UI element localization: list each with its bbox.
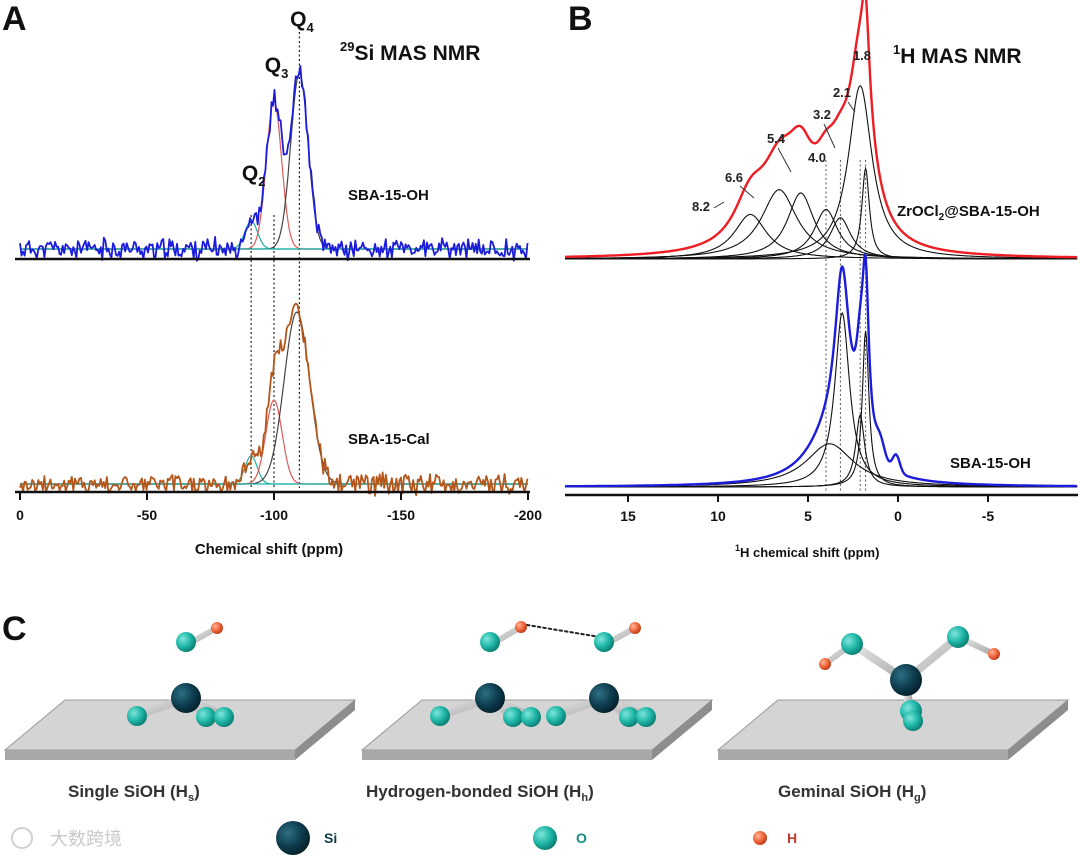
hbonded-sioh-molecules bbox=[430, 621, 656, 727]
chart-a-peak-label-1: Q3 bbox=[265, 54, 289, 81]
watermark-text: 大数跨境 bbox=[50, 829, 122, 850]
chart-a-tick-label-0: 0 bbox=[16, 507, 24, 523]
chart-a-tick-label-4: -200 bbox=[514, 507, 542, 523]
chart-b-peak-leader-5 bbox=[739, 185, 755, 199]
caption-geminal-sub: g bbox=[914, 792, 921, 804]
watermark-logo-icon bbox=[11, 827, 33, 849]
chart-a: 29Si MAS NMR 0 -50 -100 -150 -200 Chemical s… bbox=[15, 8, 542, 558]
chart-a-tick-label-3: -150 bbox=[387, 507, 415, 523]
chart-b-tick-label-2: 5 bbox=[804, 508, 812, 524]
chart-a-reference-lines bbox=[250, 32, 300, 488]
single-sioh-molecule bbox=[127, 622, 234, 727]
legend-h-swatch bbox=[753, 831, 767, 845]
chart-b-xlabel: 1H chemical shift (ppm) bbox=[735, 543, 879, 560]
chart-b-series-0 bbox=[564, 0, 1078, 259]
chart-b-peak-label-6: 8.2 bbox=[692, 199, 710, 214]
watermark: 大数跨境 bbox=[11, 827, 122, 850]
chart-b-peak-label-5: 6.6 bbox=[725, 170, 743, 185]
chart-b-tick-label-4: -5 bbox=[982, 508, 995, 524]
chart-a-ticks: 0 -50 -100 -150 -200 bbox=[16, 492, 542, 523]
chart-b-xlabel-sup: 1 bbox=[735, 543, 740, 553]
chart-a-peak-label-2: Q4 bbox=[290, 8, 314, 35]
chart-b-xlabel-main: H chemical shift (ppm) bbox=[740, 545, 879, 560]
chart-a-component-1-0 bbox=[20, 455, 528, 485]
caption-single-sub: s bbox=[188, 792, 194, 804]
chart-b-series-label-post: @SBA-15-OH bbox=[944, 203, 1039, 220]
chart-b-peak-leader-1 bbox=[847, 101, 856, 113]
chart-b-peak-label-0: 1.8 bbox=[853, 48, 871, 63]
caption-geminal-base: Geminal SiOH (H bbox=[778, 782, 914, 801]
chart-b-series-label-sba15oh: SBA-15-OH bbox=[950, 455, 1031, 472]
atom-legend: Si O H bbox=[276, 821, 797, 855]
surface-slab-single bbox=[3, 699, 357, 760]
chart-a-tick-label-1: -50 bbox=[137, 507, 157, 523]
legend-h-label: H bbox=[787, 830, 797, 846]
caption-hbond-base: Hydrogen-bonded SiOH (H bbox=[366, 782, 581, 801]
panel-letter-c: C bbox=[2, 610, 27, 648]
hydrogen-bond-line bbox=[526, 624, 601, 638]
chart-b-component-0-0 bbox=[565, 213, 1078, 260]
chart-b-title: 1H MAS NMR bbox=[893, 42, 1022, 68]
caption-hbonded-sioh: Hydrogen-bonded SiOH (Hh) bbox=[366, 782, 594, 804]
chart-a-traces bbox=[19, 65, 529, 497]
chart-b-tick-label-1: 10 bbox=[710, 508, 726, 524]
caption-hbond-sub: h bbox=[581, 792, 588, 804]
chart-b-peak-label-2: 3.2 bbox=[813, 107, 831, 122]
chart-b-reference-lines bbox=[825, 160, 867, 492]
caption-single-base: Single SiOH (H bbox=[68, 782, 188, 801]
caption-hbond-end: ) bbox=[588, 782, 594, 801]
chart-b-traces bbox=[564, 0, 1078, 488]
chart-b-fit-components bbox=[565, 85, 1078, 488]
chart-a-series-0 bbox=[19, 65, 529, 262]
geminal-sioh-molecule bbox=[819, 626, 1000, 731]
chart-b-title-main: H MAS NMR bbox=[900, 45, 1021, 68]
chart-b: 1H MAS NMR 15 10 5 0 -5 1H chemical shift (p… bbox=[564, 0, 1078, 560]
legend-o-label: O bbox=[576, 830, 587, 846]
chart-b-series-label-pre: ZrOCl bbox=[897, 203, 939, 220]
chart-b-peak-leader-6 bbox=[713, 201, 725, 209]
chart-b-series-label-sub: 2 bbox=[939, 212, 945, 223]
chart-a-title-main: Si MAS NMR bbox=[354, 42, 480, 65]
panel-letter-a: A bbox=[2, 0, 27, 38]
chart-a-title-sup: 29 bbox=[340, 39, 354, 54]
caption-geminal-end: ) bbox=[921, 782, 927, 801]
structure-panel: Single SiOH (Hs) Hydrogen-bonded SiOH (H… bbox=[3, 621, 1070, 855]
chart-b-peak-label-1: 2.1 bbox=[833, 85, 851, 100]
chart-b-peak-label-3: 4.0 bbox=[808, 150, 826, 165]
chart-b-peak-label-4: 5.4 bbox=[767, 131, 786, 146]
chart-a-title: 29Si MAS NMR bbox=[340, 39, 480, 65]
caption-single-end: ) bbox=[194, 782, 200, 801]
chart-a-series-label-sba15oh: SBA-15-OH bbox=[348, 187, 429, 204]
chart-b-component-1-2 bbox=[565, 413, 1078, 488]
chart-a-series-1 bbox=[19, 302, 529, 497]
chart-b-title-sup: 1 bbox=[893, 42, 900, 57]
chart-b-component-0-5 bbox=[565, 85, 1078, 260]
surface-slab-geminal bbox=[716, 699, 1070, 760]
legend-o-swatch bbox=[533, 826, 557, 850]
chart-a-series-label-sba15cal: SBA-15-Cal bbox=[348, 431, 430, 448]
chart-b-component-1-3 bbox=[565, 330, 1078, 488]
chart-a-peak-label-0: Q2 bbox=[242, 162, 266, 189]
legend-si-swatch bbox=[276, 821, 310, 855]
chart-a-tick-label-2: -100 bbox=[260, 507, 288, 523]
chart-b-peak-leader-2 bbox=[823, 123, 836, 149]
chart-b-peak-leader-4 bbox=[777, 147, 792, 173]
caption-geminal-sioh: Geminal SiOH (Hg) bbox=[778, 782, 926, 804]
chart-b-tick-label-0: 15 bbox=[620, 508, 636, 524]
chart-b-series-label-zrocl2: ZrOCl2@SBA-15-OH bbox=[897, 203, 1040, 223]
chart-b-component-0-6 bbox=[565, 166, 1078, 260]
legend-si-label: Si bbox=[324, 830, 337, 846]
chart-b-ticks: 15 10 5 0 -5 bbox=[620, 495, 994, 524]
panel-letter-b: B bbox=[568, 0, 593, 38]
chart-b-tick-label-3: 0 bbox=[894, 508, 902, 524]
caption-single-sioh: Single SiOH (Hs) bbox=[68, 782, 200, 804]
chart-b-series-1 bbox=[564, 253, 1078, 488]
chart-b-peak-labels: 1.8 2.13.2 4.0 5.4 6.6 8.2 bbox=[692, 48, 871, 214]
chart-a-xlabel: Chemical shift (ppm) bbox=[195, 541, 343, 558]
chart-a-component-0-1 bbox=[20, 99, 528, 250]
chart-b-component-0-1 bbox=[565, 189, 1078, 260]
